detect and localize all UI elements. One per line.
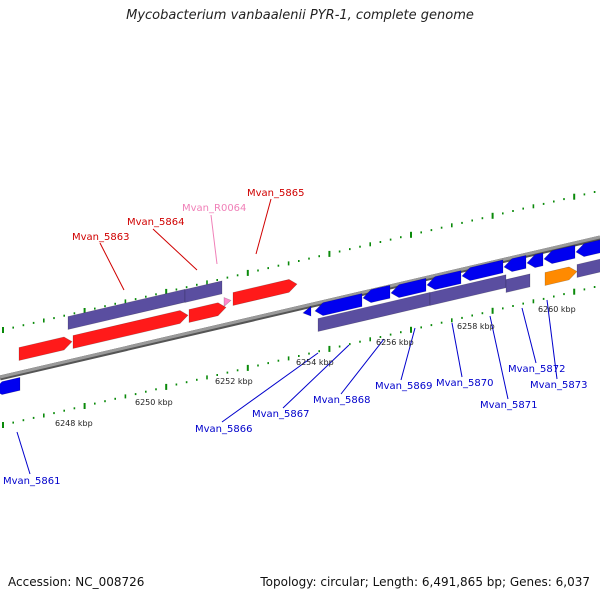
cds-mvan-5873[interactable] <box>526 252 544 268</box>
cds-mvan-5865[interactable] <box>232 279 298 306</box>
leader-mvan-5868 <box>340 338 385 395</box>
leader-mvan-5866 <box>221 352 319 423</box>
cds-mvan-5870[interactable] <box>426 270 462 290</box>
gene-label-mvan-5866[interactable]: Mvan_5866 <box>195 424 252 435</box>
leader-mvan-5870 <box>451 322 463 378</box>
cds-mvan-5861[interactable] <box>0 377 21 395</box>
genome-backbone <box>0 235 600 381</box>
cds-mvan-5869[interactable] <box>390 277 427 298</box>
leader-mvan-5865 <box>255 198 272 255</box>
gene-label-mvan-5861[interactable]: Mvan_5861 <box>3 476 60 487</box>
scale-label-6260: 6260 kbp <box>538 305 576 314</box>
cds-mvan-5868[interactable] <box>362 284 391 303</box>
cds-mvan-5871[interactable] <box>461 259 504 281</box>
leader-mvan-5864 <box>152 228 198 271</box>
gene-bar-mvan-5874[interactable] <box>576 258 600 278</box>
leader-mvan-5872 <box>521 307 537 364</box>
leader-mvan-5861 <box>16 431 31 475</box>
cds-mvan-5872[interactable] <box>503 255 527 272</box>
cds-mvan-5874[interactable] <box>543 244 576 264</box>
gene-label-mvan-5868[interactable]: Mvan_5868 <box>313 395 370 406</box>
leader-mvan-5863 <box>99 242 125 291</box>
gene-label-mvan-5865[interactable]: Mvan_5865 <box>247 188 304 199</box>
rna-mvan-r0064[interactable] <box>223 297 232 308</box>
topology-summary-text: Topology: circular; Length: 6,491,865 bp… <box>260 575 590 589</box>
scale-label-6252: 6252 kbp <box>215 377 253 386</box>
other-feature[interactable] <box>544 266 578 286</box>
leader-mvan-5869 <box>400 327 416 381</box>
leader-mvan-5871 <box>489 315 509 400</box>
cds-mvan-5862[interactable] <box>18 336 73 361</box>
scale-ticks-lower <box>2 286 596 428</box>
scale-label-6250: 6250 kbp <box>135 398 173 407</box>
gene-label-mvan-5863[interactable]: Mvan_5863 <box>72 232 129 243</box>
gene-label-mvan-5867[interactable]: Mvan_5867 <box>252 409 309 420</box>
accession-text: Accession: NC_008726 <box>8 575 145 589</box>
leader-mvan-5873 <box>546 299 558 380</box>
gene-bar-mvan-5864[interactable] <box>184 280 223 303</box>
leader-mvan-r0064 <box>210 214 218 265</box>
gene-label-mvan-r0064[interactable]: Mvan_R0064 <box>182 203 246 214</box>
scale-label-6254: 6254 kbp <box>296 358 334 367</box>
gene-features <box>0 239 600 395</box>
scale-label-6258: 6258 kbp <box>457 322 495 331</box>
scale-ticks-upper <box>2 191 596 333</box>
gene-label-mvan-5864[interactable]: Mvan_5864 <box>127 217 184 228</box>
gene-label-mvan-5871[interactable]: Mvan_5871 <box>480 400 537 411</box>
scale-label-6248: 6248 kbp <box>55 419 93 428</box>
label-leader-lines <box>16 198 558 475</box>
scale-label-6256: 6256 kbp <box>376 338 414 347</box>
leader-mvan-5867 <box>282 344 350 409</box>
map-title: Mycobacterium vanbaalenii PYR-1, complet… <box>126 8 474 23</box>
cds-mvan-5864[interactable] <box>188 302 227 323</box>
cds-mvan-5867[interactable] <box>314 293 363 316</box>
gene-label-mvan-5870[interactable]: Mvan_5870 <box>436 378 493 389</box>
gene-label-mvan-5873[interactable]: Mvan_5873 <box>530 380 587 391</box>
cds-mvan-5866[interactable] <box>302 305 312 317</box>
cds-mvan-5863[interactable] <box>72 310 189 349</box>
cds-mvan-5875[interactable] <box>575 239 600 257</box>
gene-label-mvan-5872[interactable]: Mvan_5872 <box>508 364 565 375</box>
gene-label-mvan-5869[interactable]: Mvan_5869 <box>375 381 432 392</box>
gene-bar-mvan-5872[interactable] <box>505 273 531 293</box>
